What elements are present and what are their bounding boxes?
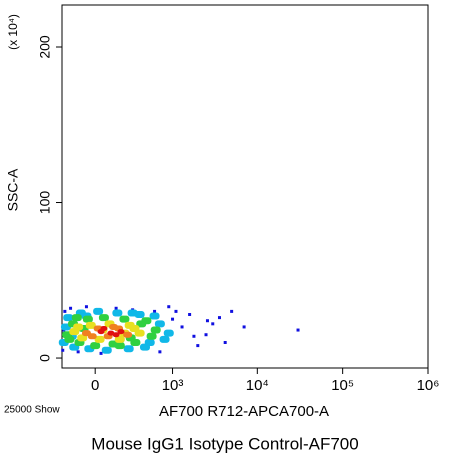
point <box>136 320 147 328</box>
point <box>149 312 160 320</box>
point <box>99 351 103 355</box>
point <box>82 315 93 323</box>
point <box>85 321 96 329</box>
point <box>159 335 170 343</box>
point <box>123 331 133 338</box>
point <box>167 305 171 309</box>
point <box>174 309 178 313</box>
point <box>180 325 184 329</box>
x-tick-label: 10³ <box>162 377 184 394</box>
point <box>129 324 140 332</box>
point <box>163 329 174 337</box>
point <box>73 323 84 331</box>
point <box>64 335 75 343</box>
x-tick-label: 0 <box>91 377 99 394</box>
point <box>112 309 123 317</box>
y-axis-label: SSC-A <box>5 168 21 211</box>
point <box>84 305 88 309</box>
y-multiplier: (x 10⁴) <box>6 14 20 50</box>
y-tick-label: 0 <box>37 354 53 362</box>
point <box>114 306 118 310</box>
point <box>127 309 138 317</box>
point <box>223 340 227 344</box>
point <box>112 332 120 338</box>
point <box>98 314 109 322</box>
chart-title: Mouse IgG1 Isotype Control-AF700 <box>91 434 358 453</box>
point <box>139 343 150 351</box>
point <box>114 335 125 343</box>
point <box>114 342 125 350</box>
point <box>69 306 73 310</box>
point <box>90 342 101 350</box>
point <box>87 333 97 340</box>
y-tick-label: 100 <box>37 191 53 215</box>
point <box>93 307 104 315</box>
point <box>123 345 134 353</box>
point <box>109 323 119 330</box>
point <box>146 332 157 340</box>
point <box>94 335 105 343</box>
event-note: 25000 Show <box>4 405 60 416</box>
point <box>204 333 208 337</box>
point <box>150 326 161 334</box>
point <box>196 344 200 348</box>
point <box>217 316 221 320</box>
point <box>117 329 125 335</box>
point <box>242 325 246 329</box>
point <box>63 314 74 322</box>
point <box>205 319 209 323</box>
point <box>153 309 157 313</box>
x-tick-label: 10⁶ <box>417 377 440 394</box>
point <box>100 325 108 331</box>
point <box>119 315 130 323</box>
point <box>158 350 162 354</box>
point <box>211 322 215 326</box>
point <box>296 328 300 332</box>
point <box>63 309 67 313</box>
point <box>154 320 165 328</box>
point <box>171 317 175 321</box>
point <box>192 334 196 338</box>
point <box>230 309 234 313</box>
x-axis-label: AF700 R712-APCA700-A <box>159 403 329 420</box>
point <box>76 350 80 354</box>
y-tick-label: 200 <box>37 35 53 59</box>
point <box>71 314 82 322</box>
point <box>188 312 192 316</box>
point <box>101 346 112 354</box>
point <box>61 348 65 352</box>
x-tick-label: 10⁴ <box>246 377 269 394</box>
x-tick-label: 10⁵ <box>331 377 354 394</box>
plot-frame <box>61 4 429 369</box>
